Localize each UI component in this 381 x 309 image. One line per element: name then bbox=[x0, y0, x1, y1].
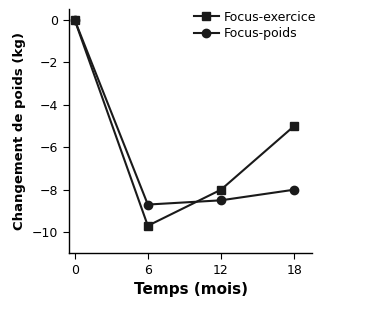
Legend: Focus-exercice, Focus-poids: Focus-exercice, Focus-poids bbox=[192, 9, 317, 41]
Focus-exercice bbox=[219, 188, 223, 192]
Focus-exercice bbox=[292, 124, 296, 128]
Focus-poids bbox=[72, 18, 77, 22]
Focus-exercice bbox=[72, 18, 77, 22]
Line: Focus-exercice: Focus-exercice bbox=[70, 16, 298, 230]
Focus-poids bbox=[146, 203, 150, 206]
Focus-exercice bbox=[146, 224, 150, 228]
Y-axis label: Changement de poids (kg): Changement de poids (kg) bbox=[13, 32, 26, 230]
X-axis label: Temps (mois): Temps (mois) bbox=[133, 282, 248, 297]
Focus-poids bbox=[292, 188, 296, 192]
Focus-poids bbox=[219, 198, 223, 202]
Line: Focus-poids: Focus-poids bbox=[70, 16, 298, 209]
